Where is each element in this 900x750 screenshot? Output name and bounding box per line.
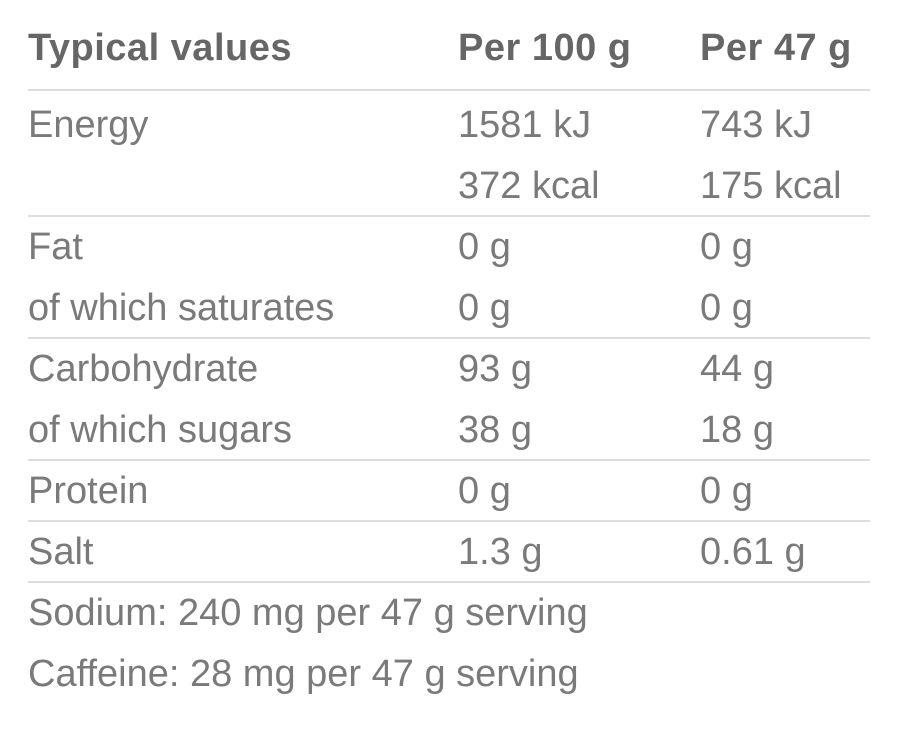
nutrient-label: Salt — [28, 531, 94, 573]
header-cell: Per 100 g — [458, 27, 632, 69]
nutrient-value: 38 g — [458, 409, 532, 451]
nutrient-value: 0 g — [700, 287, 753, 329]
nutrient-value: 372 kcal — [458, 165, 600, 207]
row-divider — [28, 580, 870, 583]
row-divider — [28, 519, 870, 522]
nutrient-label: of which saturates — [28, 287, 335, 329]
row-divider — [28, 214, 870, 217]
nutrient-value: 44 g — [700, 348, 774, 390]
nutrient-label: of which sugars — [28, 409, 293, 451]
nutrient-value: 0 g — [458, 226, 511, 268]
nutrient-value: 743 kJ — [700, 104, 812, 146]
row-divider — [28, 336, 870, 339]
row-divider — [28, 89, 870, 91]
nutrient-value: 1.3 g — [458, 531, 543, 573]
nutrient-value: 93 g — [458, 348, 532, 390]
nutrient-value: 175 kcal — [700, 165, 842, 207]
nutrient-label: Fat — [28, 226, 83, 268]
nutrient-value: 0 g — [700, 226, 753, 268]
nutrient-label: Carbohydrate — [28, 348, 259, 390]
nutrient-label: Protein — [28, 470, 149, 512]
nutrient-value: 1581 kJ — [458, 104, 592, 146]
nutrient-value: 0.61 g — [700, 531, 806, 573]
nutrient-value: 0 g — [458, 287, 511, 329]
nutrient-value: 18 g — [700, 409, 774, 451]
header-cell: Per 47 g — [700, 27, 852, 69]
nutrient-value: 0 g — [700, 470, 753, 512]
nutrient-label: Energy — [28, 104, 149, 146]
footnote: Caffeine: 28 mg per 47 g serving — [28, 653, 579, 695]
header-cell: Typical values — [28, 27, 292, 69]
nutrient-value: 0 g — [458, 470, 511, 512]
footnote: Sodium: 240 mg per 47 g serving — [28, 592, 588, 634]
row-divider — [28, 458, 870, 461]
